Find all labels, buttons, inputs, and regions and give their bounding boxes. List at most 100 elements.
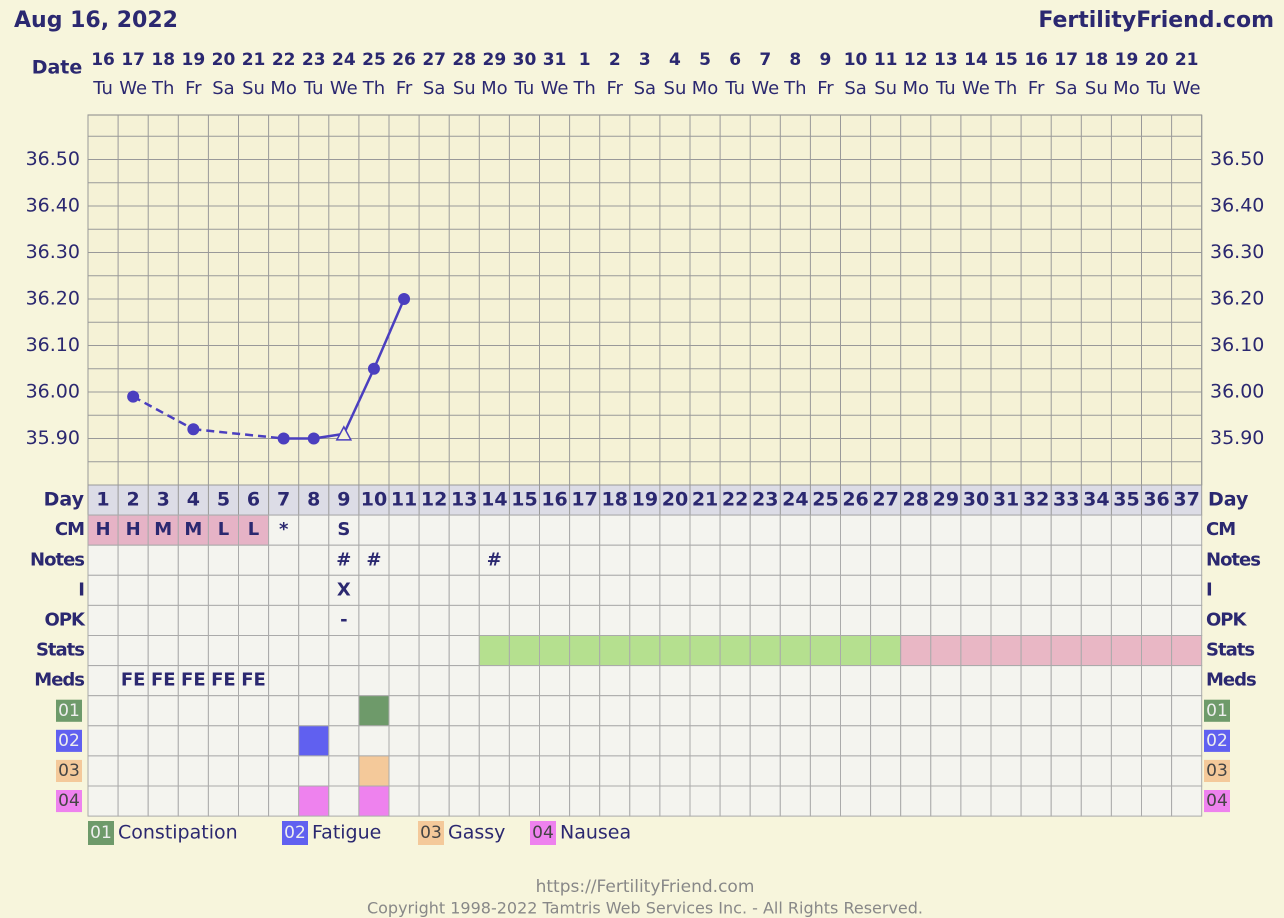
cell	[599, 755, 631, 787]
cell	[719, 785, 751, 817]
cell	[779, 514, 811, 546]
cell	[749, 574, 781, 606]
cell	[1110, 725, 1143, 757]
weekday: Th	[994, 78, 1017, 99]
day-number: 28	[903, 489, 929, 511]
cell	[840, 604, 872, 637]
date-number: 24	[332, 50, 356, 70]
cell	[689, 725, 721, 757]
weekday: We	[962, 78, 990, 99]
cell	[990, 785, 1022, 817]
cell	[268, 695, 300, 727]
row-label: I	[78, 579, 84, 600]
cell	[177, 544, 209, 576]
cell-text: FE	[181, 670, 206, 691]
cell	[117, 785, 149, 817]
cell	[87, 635, 119, 667]
cell	[358, 785, 390, 817]
cell	[1141, 514, 1173, 546]
cell	[418, 785, 450, 817]
date-number: 15	[994, 50, 1018, 70]
day-number: 16	[541, 489, 567, 511]
cell	[870, 665, 902, 697]
cell	[177, 755, 209, 787]
cell	[749, 755, 781, 787]
cell	[900, 514, 932, 546]
cell	[238, 635, 270, 667]
legend-name: Constipation	[118, 822, 238, 844]
cell	[629, 604, 661, 637]
cell	[599, 725, 631, 757]
y-tick-label-right: 36.10	[1210, 334, 1264, 356]
cell	[87, 574, 119, 606]
cell	[1050, 785, 1082, 817]
cell	[779, 665, 811, 697]
day-number: 2	[127, 489, 140, 511]
cell	[930, 514, 962, 546]
cell	[900, 635, 932, 667]
date-number: 21	[1175, 50, 1199, 70]
cell	[779, 544, 811, 576]
cell	[87, 755, 119, 787]
cell	[268, 785, 300, 817]
cell	[749, 635, 781, 667]
day-number: 5	[217, 489, 230, 511]
cell	[629, 785, 661, 817]
cell	[508, 695, 540, 727]
cell-text: #	[366, 549, 381, 570]
date-number: 18	[1085, 50, 1109, 70]
date-number: 16	[1024, 50, 1048, 70]
cell	[508, 755, 540, 787]
day-number: 33	[1053, 489, 1079, 511]
cell	[569, 755, 601, 787]
cell	[298, 695, 330, 727]
temp-point	[367, 362, 380, 375]
cell	[930, 695, 962, 727]
cell	[809, 785, 842, 817]
cell	[809, 695, 842, 727]
cell	[207, 725, 239, 757]
row-label-right: Stats	[1206, 640, 1254, 661]
cell	[478, 544, 510, 576]
cell	[388, 604, 420, 637]
cell	[689, 544, 721, 576]
cell	[358, 695, 390, 727]
cell	[1171, 725, 1203, 757]
cell	[1080, 725, 1112, 757]
cell	[689, 604, 721, 637]
date-number: 31	[543, 50, 567, 70]
cell	[1141, 635, 1173, 667]
cell	[990, 544, 1022, 576]
cell	[298, 725, 330, 757]
cell	[900, 665, 932, 697]
cell	[689, 665, 721, 697]
cell	[629, 544, 661, 576]
cell-text: M	[184, 519, 202, 540]
cell	[900, 604, 932, 637]
cell	[960, 574, 992, 606]
cell	[990, 665, 1022, 697]
cell	[87, 695, 119, 727]
cell	[207, 514, 239, 546]
cell	[508, 574, 540, 606]
cell	[478, 725, 510, 757]
cell	[508, 725, 540, 757]
day-number: 32	[1023, 489, 1049, 511]
cell	[298, 604, 330, 637]
cell	[117, 725, 149, 757]
cell	[719, 635, 751, 667]
date-number: 17	[1054, 50, 1078, 70]
cell	[809, 755, 842, 787]
cell	[719, 725, 751, 757]
day-number: 14	[481, 489, 507, 511]
cell	[1050, 695, 1082, 727]
cell	[900, 725, 932, 757]
cell	[719, 604, 751, 637]
cell	[87, 604, 119, 637]
weekday: Mo	[692, 78, 719, 99]
weekday: Su	[874, 78, 897, 99]
day-number: 12	[421, 489, 447, 511]
temp-segment	[372, 298, 406, 370]
footer-copyright: Copyright 1998-2022 Tamtris Web Services…	[367, 899, 923, 918]
cell	[539, 544, 571, 576]
